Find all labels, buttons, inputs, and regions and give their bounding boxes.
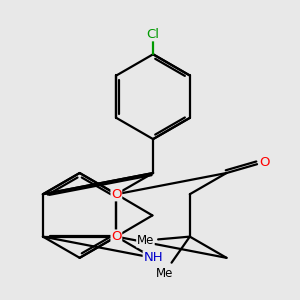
Text: Me: Me [156, 267, 173, 280]
Text: Cl: Cl [147, 28, 160, 41]
Text: Me: Me [137, 234, 154, 247]
Text: O: O [111, 188, 122, 201]
Text: O: O [111, 230, 122, 243]
Text: O: O [260, 155, 270, 169]
Text: NH: NH [143, 251, 163, 264]
